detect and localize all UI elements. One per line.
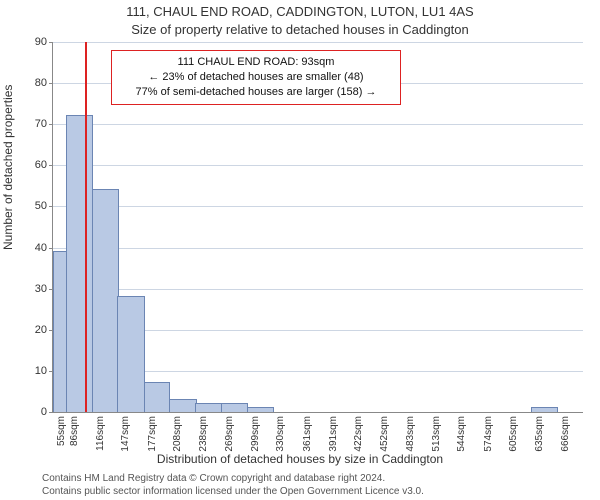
- xtick-label: 177sqm: [147, 416, 158, 452]
- chart-title: 111, CHAUL END ROAD, CADDINGTON, LUTON, …: [0, 4, 600, 19]
- footer: Contains HM Land Registry data © Crown c…: [42, 473, 424, 498]
- x-axis-label: Distribution of detached houses by size …: [0, 452, 600, 466]
- ytick-label: 0: [41, 406, 47, 418]
- histogram-bar: [169, 399, 197, 412]
- ytick-label: 30: [35, 283, 47, 295]
- ytick-label: 20: [35, 324, 47, 336]
- histogram-bar: [195, 403, 222, 412]
- ytick-label: 40: [35, 242, 47, 254]
- grid-line: [53, 289, 583, 290]
- grid-line: [53, 124, 583, 125]
- ytick-label: 90: [35, 36, 47, 48]
- ytick-label: 70: [35, 118, 47, 130]
- histogram-bar: [92, 189, 119, 412]
- ytick-mark: [49, 83, 53, 84]
- chart-container: 111, CHAUL END ROAD, CADDINGTON, LUTON, …: [0, 0, 600, 500]
- histogram-bar: [531, 407, 558, 412]
- xtick-label: 391sqm: [328, 416, 339, 452]
- histogram-bar: [247, 407, 274, 412]
- histogram-bar: [144, 382, 171, 412]
- plot-area: 010203040506070809055sqm86sqm116sqm147sq…: [52, 42, 583, 413]
- xtick-label: 269sqm: [224, 416, 235, 452]
- xtick-label: 544sqm: [456, 416, 467, 452]
- xtick-label: 361sqm: [302, 416, 313, 452]
- xtick-label: 86sqm: [69, 416, 80, 446]
- ytick-mark: [49, 124, 53, 125]
- xtick-label: 147sqm: [120, 416, 131, 452]
- xtick-label: 635sqm: [534, 416, 545, 452]
- info-box: 111 CHAUL END ROAD: 93sqm ← 23% of detac…: [111, 50, 401, 105]
- xtick-label: 330sqm: [275, 416, 286, 452]
- xtick-label: 605sqm: [508, 416, 519, 452]
- grid-line: [53, 206, 583, 207]
- grid-line: [53, 248, 583, 249]
- grid-line: [53, 165, 583, 166]
- footer-line-2: Contains public sector information licen…: [42, 486, 424, 499]
- xtick-label: 666sqm: [560, 416, 571, 452]
- info-line-1: 111 CHAUL END ROAD: 93sqm: [120, 55, 392, 70]
- ytick-mark: [49, 412, 53, 413]
- footer-line-1: Contains HM Land Registry data © Crown c…: [42, 473, 424, 486]
- ytick-label: 80: [35, 77, 47, 89]
- histogram-bar: [221, 403, 249, 412]
- ytick-mark: [49, 206, 53, 207]
- y-axis-label: Number of detached properties: [1, 85, 15, 250]
- histogram-bar: [117, 296, 145, 412]
- ytick-label: 10: [35, 365, 47, 377]
- info-line-3: 77% of semi-detached houses are larger (…: [120, 85, 392, 100]
- histogram-bar: [66, 115, 94, 412]
- xtick-label: 513sqm: [431, 416, 442, 452]
- ytick-mark: [49, 165, 53, 166]
- info-line-2: ← 23% of detached houses are smaller (48…: [120, 70, 392, 85]
- xtick-label: 116sqm: [95, 416, 106, 451]
- xtick-label: 208sqm: [172, 416, 183, 452]
- xtick-label: 452sqm: [379, 416, 390, 452]
- chart-subtitle: Size of property relative to detached ho…: [0, 22, 600, 37]
- reference-line: [85, 42, 87, 412]
- ytick-label: 60: [35, 159, 47, 171]
- xtick-label: 574sqm: [483, 416, 494, 452]
- xtick-label: 238sqm: [198, 416, 209, 452]
- xtick-label: 483sqm: [405, 416, 416, 452]
- ytick-label: 50: [35, 200, 47, 212]
- xtick-label: 55sqm: [56, 416, 67, 446]
- xtick-label: 422sqm: [353, 416, 364, 452]
- ytick-mark: [49, 42, 53, 43]
- grid-line: [53, 42, 583, 43]
- ytick-mark: [49, 248, 53, 249]
- xtick-label: 299sqm: [250, 416, 261, 452]
